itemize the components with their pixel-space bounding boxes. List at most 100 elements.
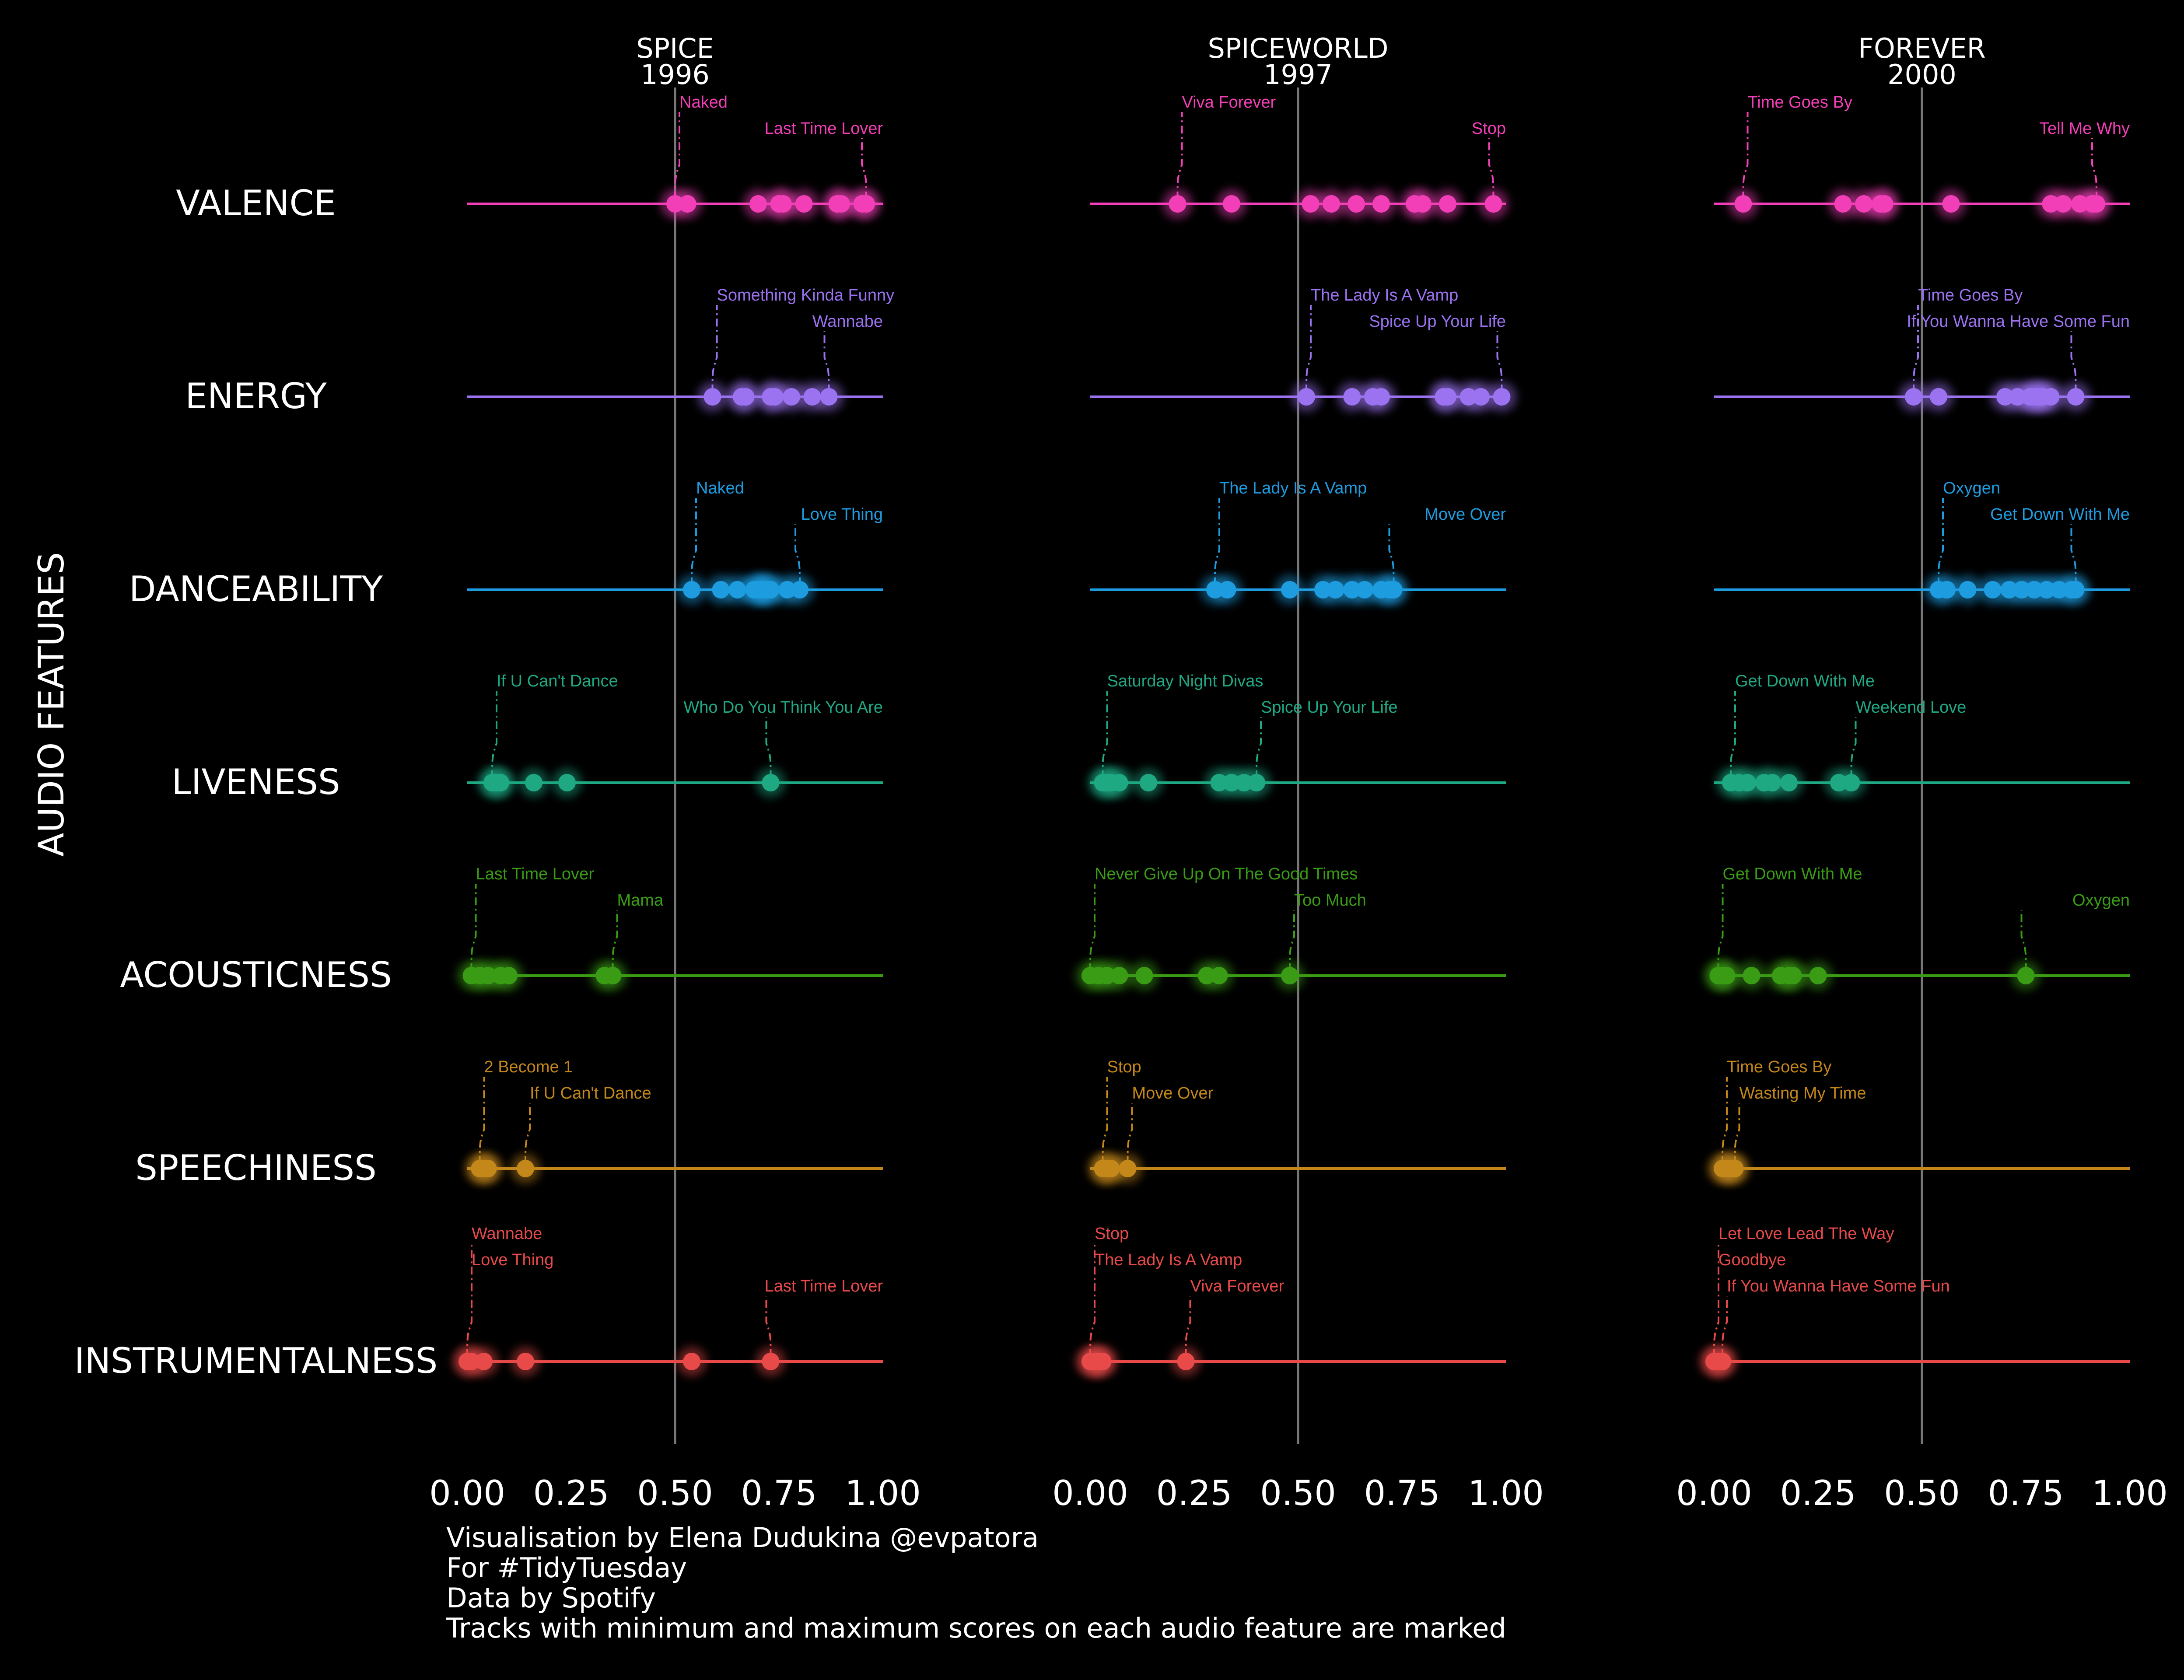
track-label: Time Goes By [1918,286,2023,304]
track-point [1439,388,1456,406]
annotation-leader [1734,1103,1740,1165]
annotation-leader [1722,1296,1728,1358]
track-point [762,1353,780,1370]
track-label: Wannabe [472,1225,542,1243]
annotation-leader [1938,498,1944,586]
track-label: Stop [1107,1058,1141,1076]
track-point [1385,581,1403,598]
track-label: If You Wanna Have Some Fun [1907,312,2130,331]
row-valence: Naked Last Time Lover [467,93,883,219]
annotation-leader [1713,1270,1719,1358]
annotation-leader [1913,305,1919,393]
track-label: Oxygen [2072,891,2130,910]
row-valence: Time Goes By Tell Me Why [1714,93,2130,219]
annotation-leader [1388,524,1395,586]
track-label: The Lady Is A Vamp [1095,1251,1242,1269]
annotation-leader [1488,138,1494,200]
track-point [2054,195,2072,213]
track-point [803,388,821,406]
track-point [1119,1160,1137,1177]
track-point [820,388,838,406]
track-point [1996,388,2014,406]
track-point [1223,195,1240,213]
track-point [1942,195,1960,213]
track-point [1809,967,1827,984]
track-point [1472,388,1490,406]
album-title: SPICE [636,32,714,64]
track-label: Too Much [1294,891,1366,910]
x-tick-label: 0.50 [637,1474,713,1513]
track-point [1302,195,1320,213]
track-point [1984,581,2002,598]
track-point [778,581,796,598]
track-point [475,1353,493,1370]
track-point [683,1353,700,1370]
track-point [1439,195,1456,213]
track-point [1714,1353,1731,1370]
annotation-leader [1185,1296,1191,1358]
x-tick-label: 0.25 [1780,1474,1856,1513]
row-liveness: Get Down With Me Weekend Love [1714,672,2130,798]
track-label: If You Wanna Have Some Fun [1727,1277,1950,1295]
track-point [492,774,509,791]
track-point [2042,195,2060,213]
annotation-leader [861,138,867,200]
track-point [1842,774,1860,791]
caption-line: Data by Spotify [446,1582,656,1614]
track-label: Last Time Lover [765,1277,883,1295]
track-point [2067,388,2085,406]
track-label: Spice Up Your Life [1369,312,1506,331]
track-label: Viva Forever [1182,93,1276,112]
track-point [1098,967,1116,984]
caption-line: For #TidyTuesday [446,1552,687,1584]
track-point [1210,774,1228,791]
track-point [558,774,576,791]
track-point [1726,1160,1744,1177]
annotation-leader [823,331,830,393]
annotation-leader [612,910,618,972]
track-label: Wasting My Time [1740,1084,1866,1102]
y-axis-title: AUDIO FEATURES [31,552,72,857]
track-point [1414,195,1432,213]
track-label: Goodbye [1718,1251,1786,1269]
track-label: Wannabe [812,312,883,331]
track-label: Mama [617,891,664,910]
row-energy: The Lady Is A Vamp Spice Up Your Life [1090,286,1517,412]
track-point [762,774,780,791]
track-point [1094,1353,1112,1370]
track-point [1140,774,1157,791]
track-point [1248,774,1265,791]
row-instrumentalness: Wannabe Love Thing Last Time Lover [452,1225,883,1376]
track-label: Never Give Up On The Good Times [1095,865,1358,883]
track-point [2071,195,2089,213]
album-year: 2000 [1887,59,1956,91]
feature-label-energy: ENERGY [185,376,327,416]
annotation-leader [1289,910,1295,972]
annotation-leader [765,717,772,779]
annotation-leader [2070,524,2077,586]
feature-label-valence: VALENCE [176,183,336,224]
annotation-leader [1722,1077,1728,1165]
track-point [1372,388,1390,406]
track-point [2088,195,2105,213]
track-label: Get Down With Me [1723,865,1862,883]
track-point [1930,388,1947,406]
annotation-leader [1256,717,1262,779]
album-year: 1997 [1264,59,1333,91]
row-valence: Viva Forever Stop [1090,93,1508,219]
track-label: Get Down With Me [1990,505,2130,524]
album-title: SPICEWORLD [1208,32,1389,64]
track-point [2000,581,2018,598]
track-point [795,195,813,213]
track-point [783,388,800,406]
track-point [1876,195,1894,213]
row-speechiness: Time Goes By Wasting My Time [1708,1058,2130,1183]
track-point [1206,581,1224,598]
x-tick-label: 0.00 [1676,1474,1752,1513]
track-point [728,581,746,598]
annotation-leader [1102,1077,1108,1165]
feature-label-speechiness: SPEECHINESS [135,1148,377,1188]
annotation-leader [1176,112,1183,200]
track-point [2050,581,2068,598]
